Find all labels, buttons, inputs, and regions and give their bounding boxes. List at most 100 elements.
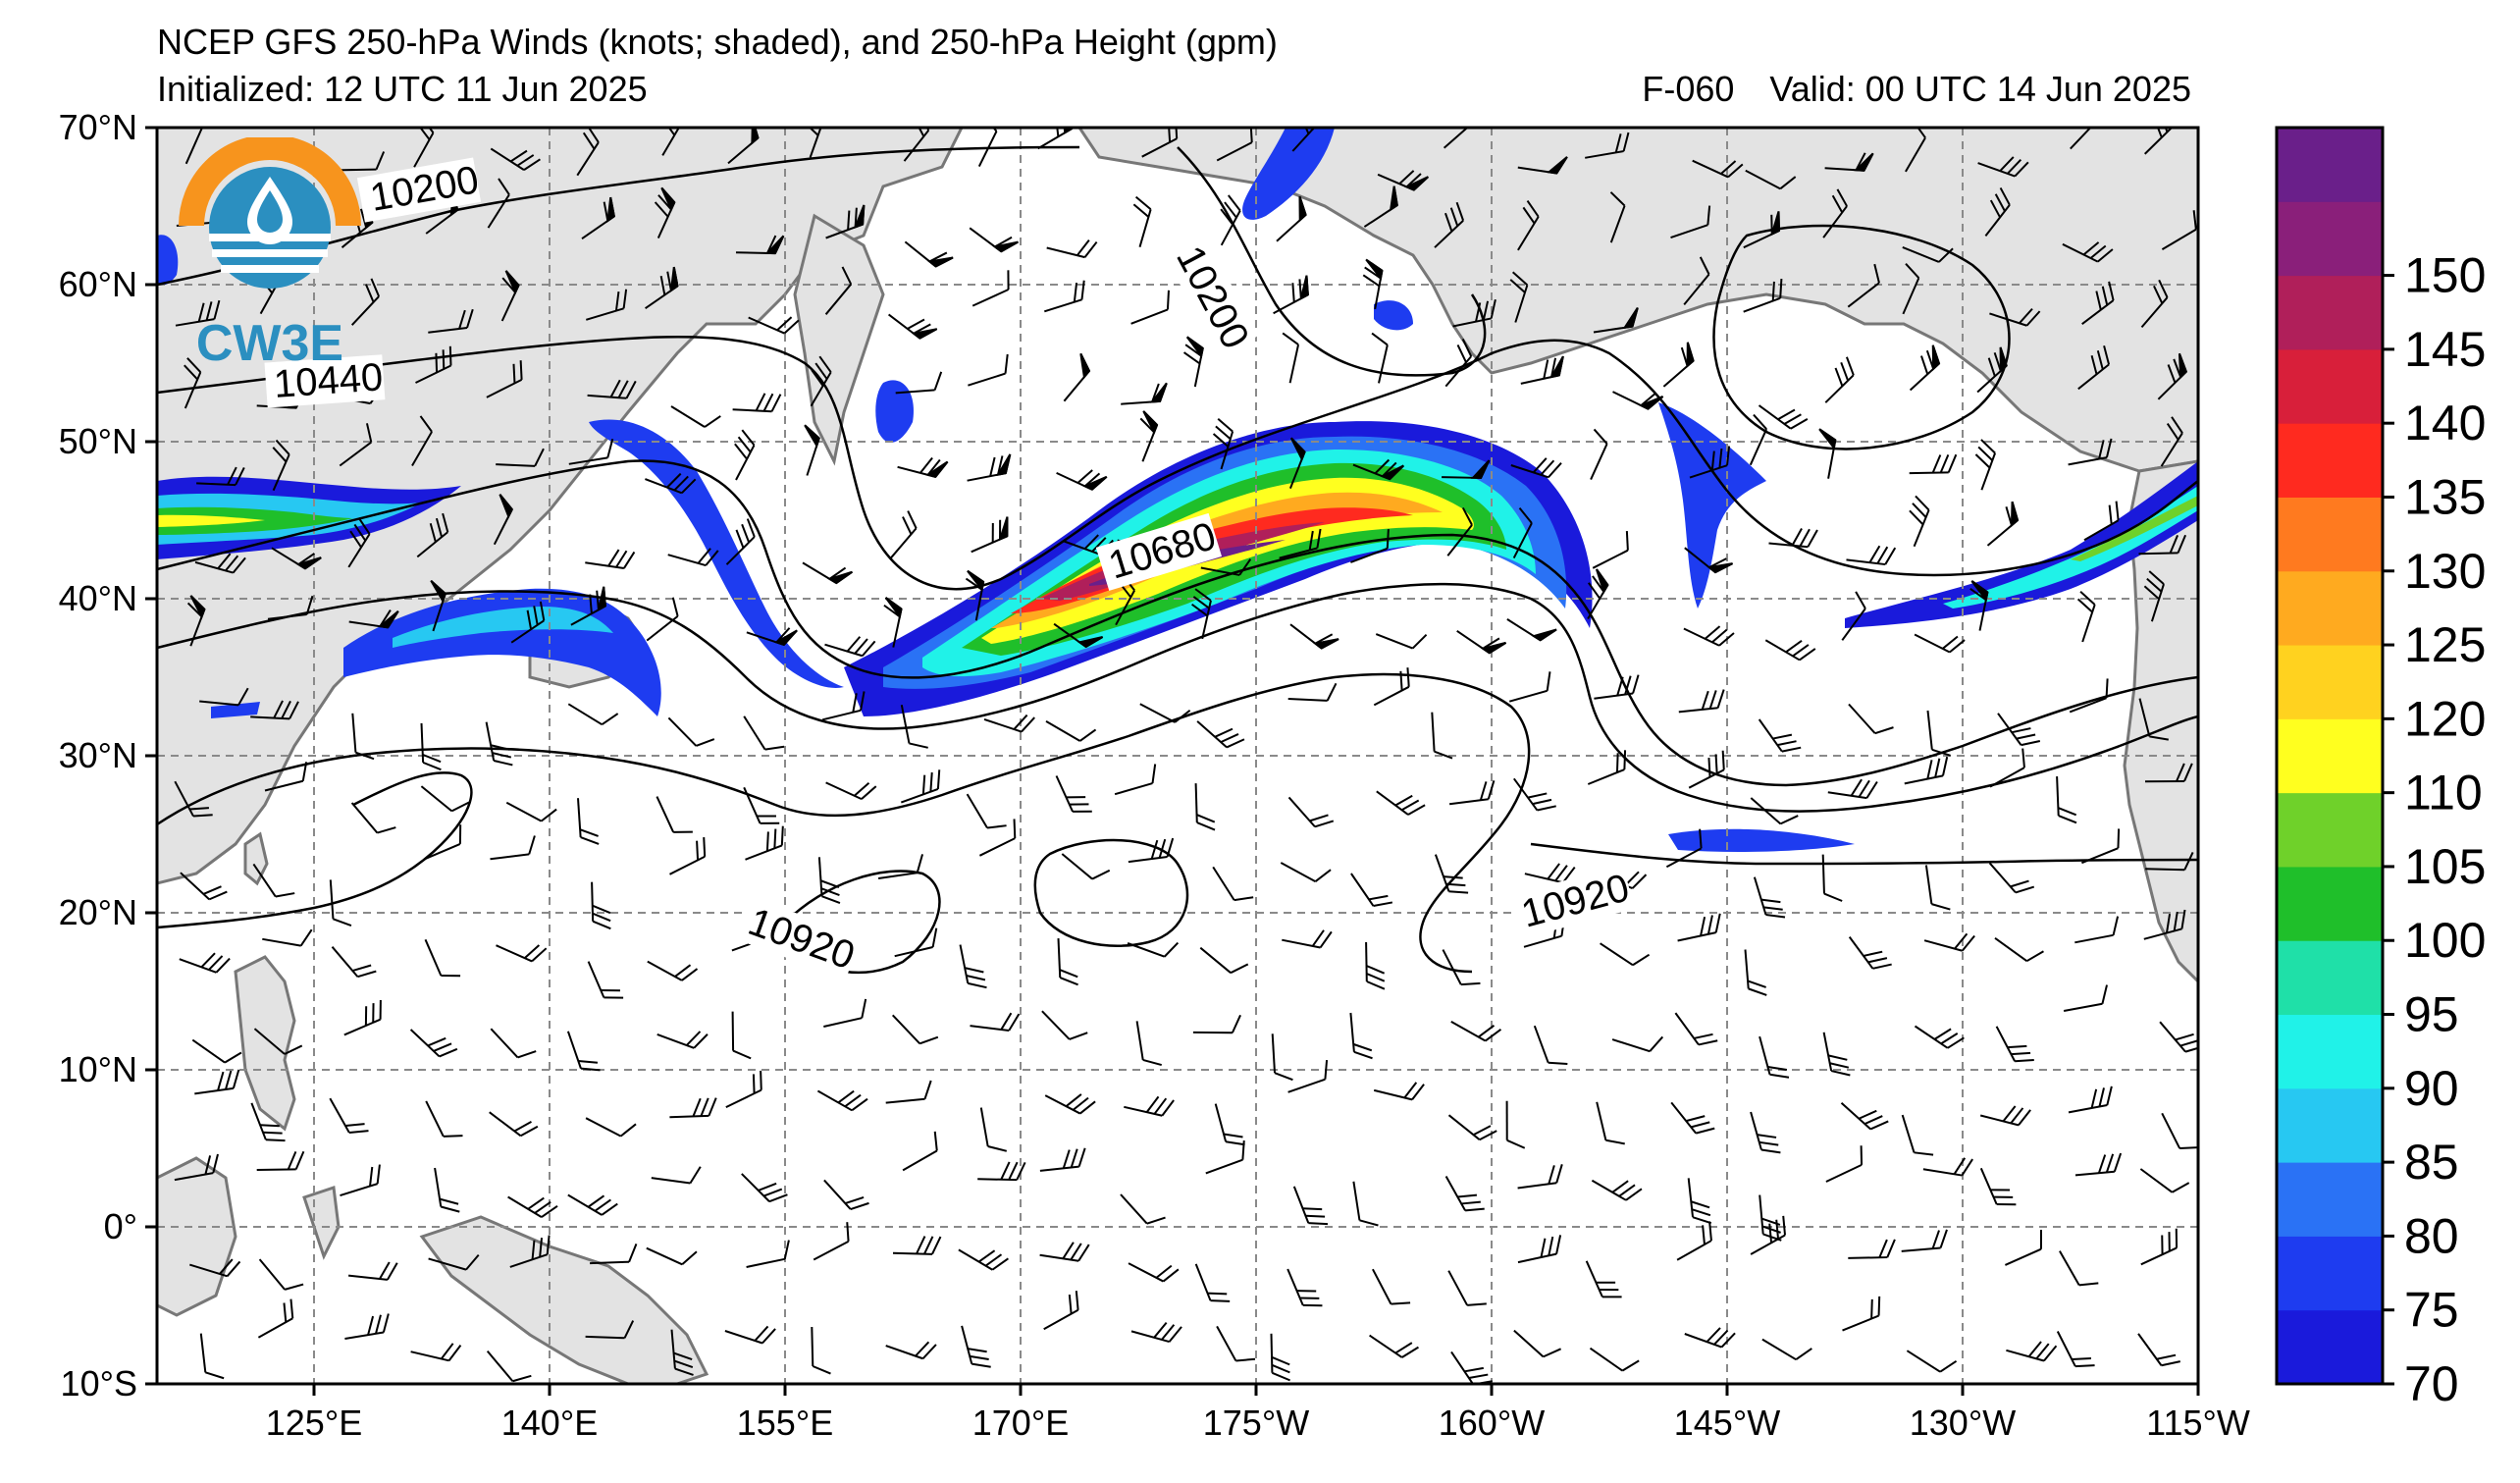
wind-barb xyxy=(586,289,628,321)
wind-barb xyxy=(1212,417,1234,470)
wind-barb xyxy=(189,1258,241,1278)
wind-barb xyxy=(420,722,442,771)
wind-barb xyxy=(194,553,246,574)
wind-barb xyxy=(351,713,375,761)
jet-north-a xyxy=(1242,128,1335,220)
wind-barb xyxy=(2004,1229,2042,1266)
wind-barb xyxy=(510,601,546,644)
wind-barb xyxy=(1821,854,1843,902)
wind-barb xyxy=(1589,1347,1640,1372)
wind-barb xyxy=(186,595,206,647)
contour-10680 xyxy=(157,582,2198,813)
wind-barb xyxy=(816,1089,868,1112)
wind-barb xyxy=(746,1240,790,1268)
wind-barb xyxy=(331,946,377,979)
wind-barb xyxy=(1205,1139,1245,1175)
wind-barb xyxy=(2137,1333,2180,1367)
wind-barb xyxy=(425,1100,463,1138)
wind-barb xyxy=(1520,355,1564,385)
wind-barb xyxy=(817,857,841,904)
wind-barb xyxy=(175,299,221,327)
wind-barb xyxy=(1447,1270,1487,1306)
wind-barb xyxy=(2056,1331,2095,1368)
wind-barb xyxy=(1743,211,1780,249)
colorbar-label: 125 xyxy=(2404,617,2486,672)
lon-label-155e: 155°E xyxy=(737,1403,833,1443)
wind-barb xyxy=(1612,391,1664,410)
jet-nepac xyxy=(1658,402,1766,609)
wind-barb xyxy=(329,1097,369,1134)
colorbar-label: 90 xyxy=(2404,1061,2459,1116)
wind-barb xyxy=(1977,156,2029,178)
wind-barb xyxy=(1750,797,1799,825)
wind-barb xyxy=(1041,1010,1088,1040)
wind-barb xyxy=(885,1341,937,1360)
land-masses xyxy=(157,128,2198,1384)
wind-barb xyxy=(1043,1291,1079,1331)
wind-barb xyxy=(731,1011,752,1060)
wind-barb xyxy=(1194,783,1216,831)
wind-barb xyxy=(415,345,452,384)
jet-east-90kt xyxy=(1943,486,2198,609)
wind-barb xyxy=(339,423,373,467)
wind-barb xyxy=(1291,128,1321,152)
wind-barb xyxy=(1271,1033,1293,1082)
wind-barb xyxy=(2161,1112,2198,1150)
wind-barb xyxy=(1506,618,1557,642)
wind-barb xyxy=(1452,299,1496,328)
colorbar-swatch xyxy=(2277,128,2383,202)
wind-barb xyxy=(1995,1026,2034,1063)
wind-barb xyxy=(1448,780,1496,806)
wind-barb xyxy=(493,494,514,546)
wind-barb xyxy=(1989,307,2041,327)
wind-barb xyxy=(1214,1103,1245,1146)
map-title: NCEP GFS 250-hPa Winds (knots; shaded), … xyxy=(157,22,1278,62)
wind-barb xyxy=(1825,1145,1864,1183)
wind-barb xyxy=(1902,245,1954,263)
wind-barb xyxy=(889,510,918,559)
wind-barb xyxy=(1976,346,2008,394)
lat-label-40n: 40°N xyxy=(59,578,137,618)
wind-barb xyxy=(1375,633,1428,650)
wind-barb xyxy=(350,278,381,326)
wind-barb xyxy=(1596,1101,1625,1145)
wind-barb xyxy=(1689,446,1731,479)
wind-barb xyxy=(1350,529,1390,563)
wind-barb xyxy=(1824,356,1855,403)
colorbar-swatch xyxy=(2277,792,2383,868)
wind-barb xyxy=(587,379,637,399)
colorbar-swatch xyxy=(2277,275,2383,350)
wind-barb xyxy=(1270,1333,1290,1382)
wind-barb xyxy=(741,1173,788,1203)
lat-label-20n: 20°N xyxy=(59,892,137,932)
wind-barb xyxy=(1847,263,1880,308)
colorbar-swatch xyxy=(2277,645,2383,719)
wind-barb xyxy=(971,270,1010,307)
wind-barb xyxy=(1914,1025,1965,1049)
wind-barb xyxy=(2006,1341,2058,1362)
wind-barb xyxy=(1904,756,1949,785)
wind-barb xyxy=(577,798,600,845)
wind-barb xyxy=(1846,545,1897,566)
wind-barb xyxy=(1114,764,1157,796)
wind-barb xyxy=(1196,720,1245,749)
wind-barb xyxy=(2081,281,2115,325)
contour-10920-d xyxy=(157,771,473,929)
wind-barb xyxy=(199,1333,225,1380)
colorbar-label: 105 xyxy=(2404,839,2486,894)
colorbar-swatch xyxy=(2277,570,2383,646)
wind-barb xyxy=(1997,713,2041,747)
contour-10800 xyxy=(157,672,1531,974)
wind-barb xyxy=(1670,205,1711,239)
wind-barb xyxy=(174,1153,219,1182)
wind-barb xyxy=(496,944,548,963)
wind-barb xyxy=(585,1117,637,1138)
wind-barb xyxy=(2068,438,2113,466)
wind-barb xyxy=(1045,720,1097,742)
colorbar-label: 135 xyxy=(2404,469,2486,524)
wind-barb xyxy=(1443,128,1475,149)
wind-barb xyxy=(1674,1012,1718,1046)
wind-barb xyxy=(1120,1193,1166,1225)
wind-barb xyxy=(413,128,435,168)
wind-barb xyxy=(1128,1262,1180,1283)
